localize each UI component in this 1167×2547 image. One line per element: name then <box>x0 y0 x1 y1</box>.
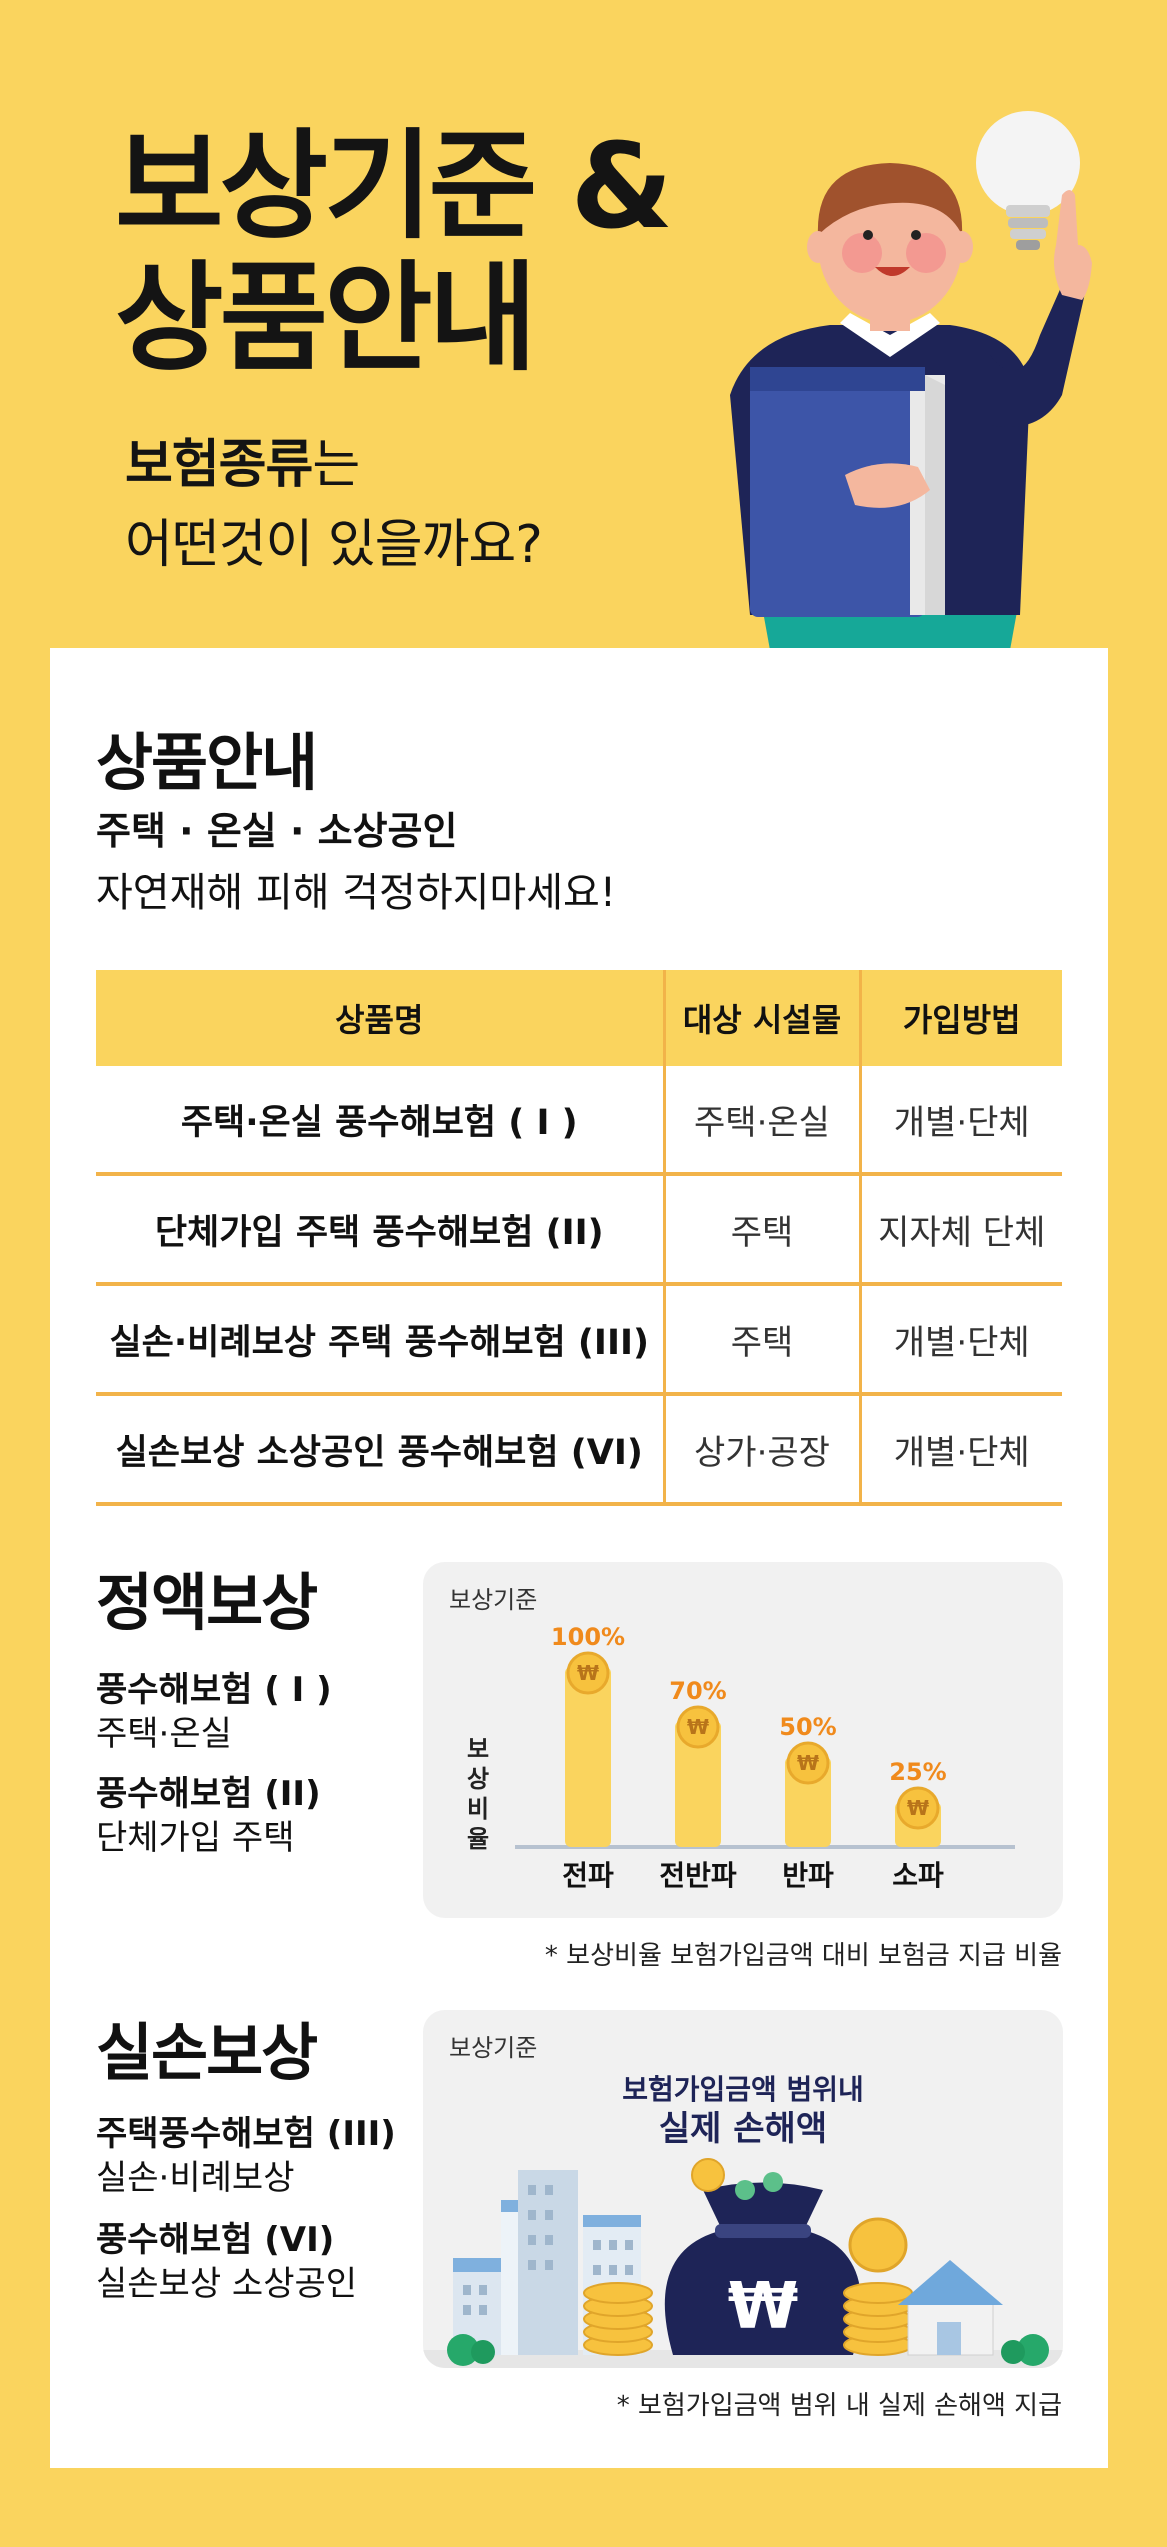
fixed-item-1-desc: 주택·온실 <box>96 1714 232 1754</box>
header-product-name: 상품명 <box>96 970 664 1066</box>
products-table: 상품명 대상 시설물 가입방법 주택·온실 풍수해보험 ( I ) 주택·온실 … <box>96 970 1062 1506</box>
x-tick-label: 반파 <box>782 1859 834 1892</box>
won-symbol: ₩ <box>728 2270 799 2344</box>
book-icon <box>750 367 945 617</box>
house-icon <box>898 2260 1003 2356</box>
bar-value-label: 50% <box>779 1713 836 1741</box>
product-name: 단체가입 주택 풍수해보험 (II) <box>96 1174 664 1286</box>
product-name: 주택·온실 풍수해보험 ( I ) <box>96 1066 664 1176</box>
hero-title-line2: 상품안내 <box>115 249 537 387</box>
product-target: 주택·온실 <box>662 1066 860 1176</box>
actual-illustration-box: 보상기준 보험가입금액 범위내 실제 손해액 <box>423 2010 1063 2368</box>
table-row: 주택·온실 풍수해보험 ( I ) 주택·온실 개별·단체 <box>96 1066 1062 1176</box>
fixed-item-2-desc: 단체가입 주택 <box>96 1818 295 1858</box>
product-method: 개별·단체 <box>858 1066 1062 1176</box>
header-target: 대상 시설물 <box>662 970 860 1066</box>
won-coin-icon: ₩ <box>566 1651 610 1695</box>
coin-stack-icon <box>843 2282 913 2356</box>
won-coin-icon: ₩ <box>896 1786 940 1830</box>
table-header-row: 상품명 대상 시설물 가입방법 <box>96 970 1062 1066</box>
hero-question: 보험종류는 어떤것이 있을까요? <box>125 425 543 585</box>
money-bag-icon <box>664 2158 862 2355</box>
actual-item-1: 주택풍수해보험 (III) 실손·비례보상 <box>96 2112 396 2200</box>
actual-item-1-name: 주택풍수해보험 (III) <box>96 2114 396 2154</box>
bar <box>675 1721 721 1847</box>
hero-question-line2: 어떤것이 있을까요? <box>125 515 543 575</box>
money-bag-illustration: ₩ <box>423 2158 1063 2368</box>
product-target: 주택 <box>662 1174 860 1286</box>
svg-text:₩: ₩ <box>797 1751 819 1775</box>
svg-text:₩: ₩ <box>577 1661 599 1685</box>
x-tick-label: 전반파 <box>659 1859 737 1892</box>
product-name: 실손·비례보상 주택 풍수해보험 (III) <box>96 1284 664 1396</box>
product-method: 지자체 단체 <box>858 1174 1062 1286</box>
bar <box>565 1667 611 1847</box>
actual-note: * 보험가입금액 범위 내 실제 손해액 지급 <box>616 2391 1062 2421</box>
won-coin-icon: ₩ <box>786 1741 830 1785</box>
fixed-title: 정액보상 <box>96 1566 318 1639</box>
hero-title: 보상기준 & 상품안내 <box>115 117 673 387</box>
fixed-chart-box: 보상기준 보 상 비 율 ₩100% 전파 ₩70% 전반파 ₩50% 반파 ₩25% 소파 <box>423 1562 1063 1918</box>
products-tagline: 자연재해 피해 걱정하지마세요! <box>96 870 616 916</box>
products-subtitle: 주택 · 온실 · 소상공인 <box>96 809 458 853</box>
svg-text:₩: ₩ <box>687 1715 709 1739</box>
fixed-item-2-name: 풍수해보험 (II) <box>96 1774 321 1814</box>
actual-item-2-name: 풍수해보험 (VI) <box>96 2220 335 2260</box>
won-coin-icon: ₩ <box>676 1705 720 1749</box>
actual-item-2: 풍수해보험 (VI) 실손보상 소상공인 <box>96 2218 357 2306</box>
actual-item-1-desc: 실손·비례보상 <box>96 2158 295 2198</box>
header-method: 가입방법 <box>858 970 1062 1066</box>
product-target: 주택 <box>662 1284 860 1396</box>
table-row: 단체가입 주택 풍수해보험 (II) 주택 지자체 단체 <box>96 1174 1062 1286</box>
bar-value-label: 70% <box>669 1677 726 1705</box>
actual-box-caption: 보상기준 <box>449 2034 538 2062</box>
hero-question-bold: 보험종류 <box>125 435 313 495</box>
product-method: 개별·단체 <box>858 1284 1062 1396</box>
products-title: 상품안내 <box>96 726 318 799</box>
compensation-bar-chart: 보 상 비 율 ₩100% 전파 ₩70% 전반파 ₩50% 반파 ₩25% 소파 <box>467 1623 1015 1892</box>
bar-value-label: 25% <box>889 1758 946 1786</box>
lightbulb-icon <box>976 111 1080 250</box>
actual-headline-line2: 실제 손해액 <box>658 2109 828 2149</box>
fixed-box-caption: 보상기준 <box>449 1586 538 1614</box>
product-name: 실손보상 소상공인 풍수해보험 (VI) <box>96 1394 664 1506</box>
actual-item-2-desc: 실손보상 소상공인 <box>96 2264 358 2304</box>
x-tick-label: 소파 <box>892 1859 944 1892</box>
coin-stack-icon <box>583 2282 653 2356</box>
x-tick-label: 전파 <box>562 1859 614 1892</box>
svg-text:₩: ₩ <box>907 1796 929 1820</box>
actual-headline: 보험가입금액 범위내 실제 손해액 <box>423 2072 1063 2150</box>
bar-value-label: 100% <box>551 1623 625 1651</box>
product-method: 개별·단체 <box>858 1394 1062 1506</box>
fixed-note: * 보상비율 보험가입금액 대비 보험금 지급 비율 <box>544 1941 1062 1971</box>
fixed-item-1-name: 풍수해보험 ( I ) <box>96 1670 332 1710</box>
hero-illustration <box>730 111 1092 650</box>
person-figure <box>730 163 1092 617</box>
hero-title-line1: 보상기준 & <box>115 117 673 255</box>
fixed-item-1: 풍수해보험 ( I ) 주택·온실 <box>96 1668 332 1756</box>
table-row: 실손보상 소상공인 풍수해보험 (VI) 상가·공장 개별·단체 <box>96 1394 1062 1506</box>
actual-title: 실손보상 <box>96 2016 318 2089</box>
actual-headline-line1: 보험가입금액 범위내 <box>622 2073 864 2106</box>
fixed-item-2: 풍수해보험 (II) 단체가입 주택 <box>96 1772 321 1860</box>
table-row: 실손·비례보상 주택 풍수해보험 (III) 주택 개별·단체 <box>96 1284 1062 1396</box>
hero-question-rest: 는 <box>312 435 360 495</box>
product-target: 상가·공장 <box>662 1394 860 1506</box>
